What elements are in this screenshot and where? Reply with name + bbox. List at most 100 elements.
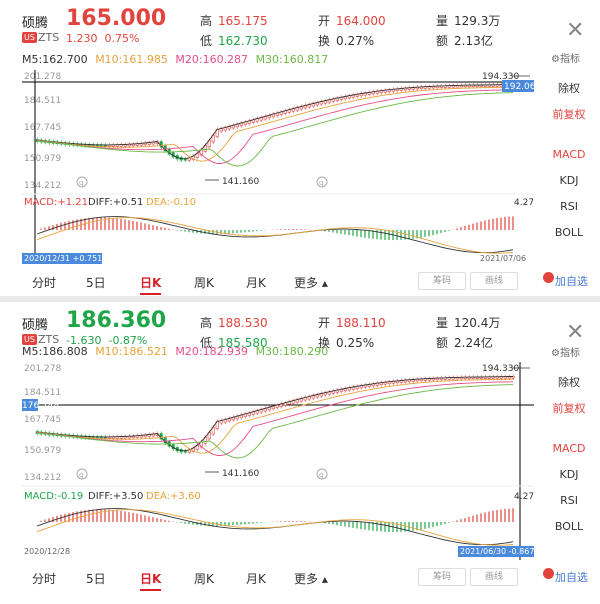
- add-watchlist-button[interactable]: 加自选: [555, 571, 588, 584]
- market-badge: US: [22, 334, 37, 345]
- date-end: 2021/06/30 -0.867%: [460, 547, 534, 556]
- macd-option[interactable]: MACD: [552, 148, 586, 161]
- svg-text:q: q: [319, 471, 323, 479]
- macd-option[interactable]: MACD: [552, 442, 586, 455]
- max-label: 194.330: [482, 364, 519, 374]
- chip-button[interactable]: 筹码: [418, 272, 466, 290]
- candlesticks: [35, 82, 515, 163]
- forward-adjust-option[interactable]: 前复权: [552, 108, 586, 121]
- date-end: 2021/07/06: [480, 254, 526, 263]
- quote-header: 硕腾 US ZTS 165.000 1.230 0.75% 高 165.175 低…: [0, 0, 600, 52]
- y-tick: 150.979: [24, 446, 61, 456]
- indicator-settings-button[interactable]: ⚙指标: [551, 54, 580, 65]
- ma-line: [36, 376, 513, 452]
- ma-line: [36, 92, 514, 167]
- kline-chart[interactable]: 201.278 184.511 167.745 150.979 134.212 …: [22, 70, 534, 264]
- tab-intraday[interactable]: 分时: [32, 572, 57, 586]
- search-icon[interactable]: q: [76, 176, 88, 188]
- last-price: 186.360: [66, 308, 167, 333]
- ma-lines: [36, 376, 514, 459]
- min-label: 141.160: [222, 469, 259, 479]
- ex-rights-option[interactable]: 除权: [558, 376, 580, 389]
- macd-histogram: [40, 216, 514, 241]
- open-quote: 开 164.000: [318, 14, 386, 28]
- draw-line-button[interactable]: 画线: [470, 568, 518, 586]
- stock-name: 硕腾: [22, 318, 49, 333]
- rsi-option[interactable]: RSI: [560, 200, 578, 213]
- ma30-value: M30:180.290: [255, 345, 329, 358]
- ex-rights-option[interactable]: 除权: [558, 82, 580, 95]
- tab-daily-k[interactable]: 日K: [140, 274, 162, 295]
- turnover-quote: 换 0.27%: [318, 34, 375, 48]
- stock-code: ZTS: [38, 333, 60, 346]
- tab-daily-k[interactable]: 日K: [140, 570, 162, 591]
- add-watchlist-button[interactable]: 加自选: [555, 275, 588, 288]
- search-icon[interactable]: q: [316, 468, 328, 480]
- period-tabs: 分时 5日 日K 周K 月K 更多 ▴ 筹码 画线 加自选: [0, 266, 600, 296]
- plus-icon[interactable]: [543, 568, 554, 579]
- tab-5day[interactable]: 5日: [86, 276, 106, 290]
- y-tick: 150.979: [24, 154, 61, 164]
- y-tick: 167.745: [24, 123, 61, 133]
- stock-panel-bottom: 硕腾 US ZTS 186.360 -1.630 -0.87% 高 188.530…: [0, 302, 600, 604]
- high-quote: 高 165.175: [200, 14, 268, 28]
- ma-legend: M5:186.808 M10:186.521 M20:182.939 M30:1…: [22, 345, 332, 358]
- volume-quote: 量 120.4万: [436, 316, 501, 330]
- close-icon[interactable]: ✕: [566, 320, 585, 345]
- ma-line: [36, 86, 513, 162]
- kdj-option[interactable]: KDJ: [559, 468, 579, 481]
- min-label: 141.160: [222, 177, 259, 187]
- ma5-value: M5:162.700: [22, 53, 88, 66]
- search-icon[interactable]: q: [316, 176, 328, 188]
- tab-weekly-k[interactable]: 周K: [194, 572, 214, 586]
- boll-option[interactable]: BOLL: [554, 226, 584, 239]
- macd-histogram: [40, 508, 514, 533]
- macd-lines: [36, 508, 514, 546]
- max-label: 194.330: [482, 72, 519, 82]
- period-tabs: 分时 5日 日K 周K 月K 更多 ▴ 筹码 画线 加自选: [0, 562, 600, 592]
- candle-body: [511, 376, 515, 379]
- tab-more[interactable]: 更多 ▴: [294, 572, 328, 586]
- macd-line: [36, 217, 514, 254]
- y-tick: 167.745: [24, 415, 61, 425]
- kdj-option[interactable]: KDJ: [559, 174, 579, 187]
- draw-line-button[interactable]: 画线: [470, 272, 518, 290]
- ma20-value: M20:160.287: [175, 53, 249, 66]
- tab-monthly-k[interactable]: 月K: [246, 572, 266, 586]
- search-icon[interactable]: q: [76, 468, 88, 480]
- stock-name: 硕腾: [22, 16, 49, 31]
- ma-line: [36, 378, 513, 454]
- close-icon[interactable]: ✕: [566, 18, 585, 43]
- dea-value: DEA:-0.10: [146, 197, 196, 208]
- diff-value: DIFF:+3.50: [88, 491, 143, 502]
- boll-option[interactable]: BOLL: [554, 520, 584, 533]
- plus-icon[interactable]: [543, 272, 554, 283]
- price-change: 1.230 0.75%: [66, 32, 140, 45]
- date-start: 2020/12/31 +0.751%: [24, 254, 110, 263]
- y-tick: 201.278: [24, 364, 61, 374]
- ma-line: [36, 381, 514, 456]
- tab-more[interactable]: 更多 ▴: [294, 276, 328, 290]
- macd-value: MACD:+1.21: [24, 197, 88, 208]
- svg-text:q: q: [79, 471, 83, 479]
- svg-text:q: q: [79, 179, 83, 187]
- forward-adjust-option[interactable]: 前复权: [552, 402, 586, 415]
- kline-chart[interactable]: 201.278 184.511 167.745 150.979 134.212 …: [22, 362, 534, 560]
- ma5-value: M5:186.808: [22, 345, 88, 358]
- indicator-settings-button[interactable]: ⚙指标: [551, 348, 580, 359]
- ma-legend: M5:162.700 M10:161.985 M20:160.287 M30:1…: [22, 53, 332, 66]
- macd-value: MACD:-0.19: [24, 491, 83, 502]
- crosshair-price-box: [502, 80, 534, 92]
- chip-button[interactable]: 筹码: [418, 568, 466, 586]
- tab-intraday[interactable]: 分时: [32, 276, 57, 290]
- price-change: -1.630 -0.87%: [66, 334, 148, 347]
- low-quote: 低 162.730: [200, 34, 268, 48]
- diff-value: DIFF:+0.51: [88, 197, 143, 208]
- tab-monthly-k[interactable]: 月K: [246, 276, 266, 290]
- tab-weekly-k[interactable]: 周K: [194, 276, 214, 290]
- svg-text:q: q: [319, 179, 323, 187]
- amount-quote: 额 2.24亿: [436, 336, 493, 350]
- tab-5day[interactable]: 5日: [86, 572, 106, 586]
- rsi-option[interactable]: RSI: [560, 494, 578, 507]
- volume-quote: 量 129.3万: [436, 14, 501, 28]
